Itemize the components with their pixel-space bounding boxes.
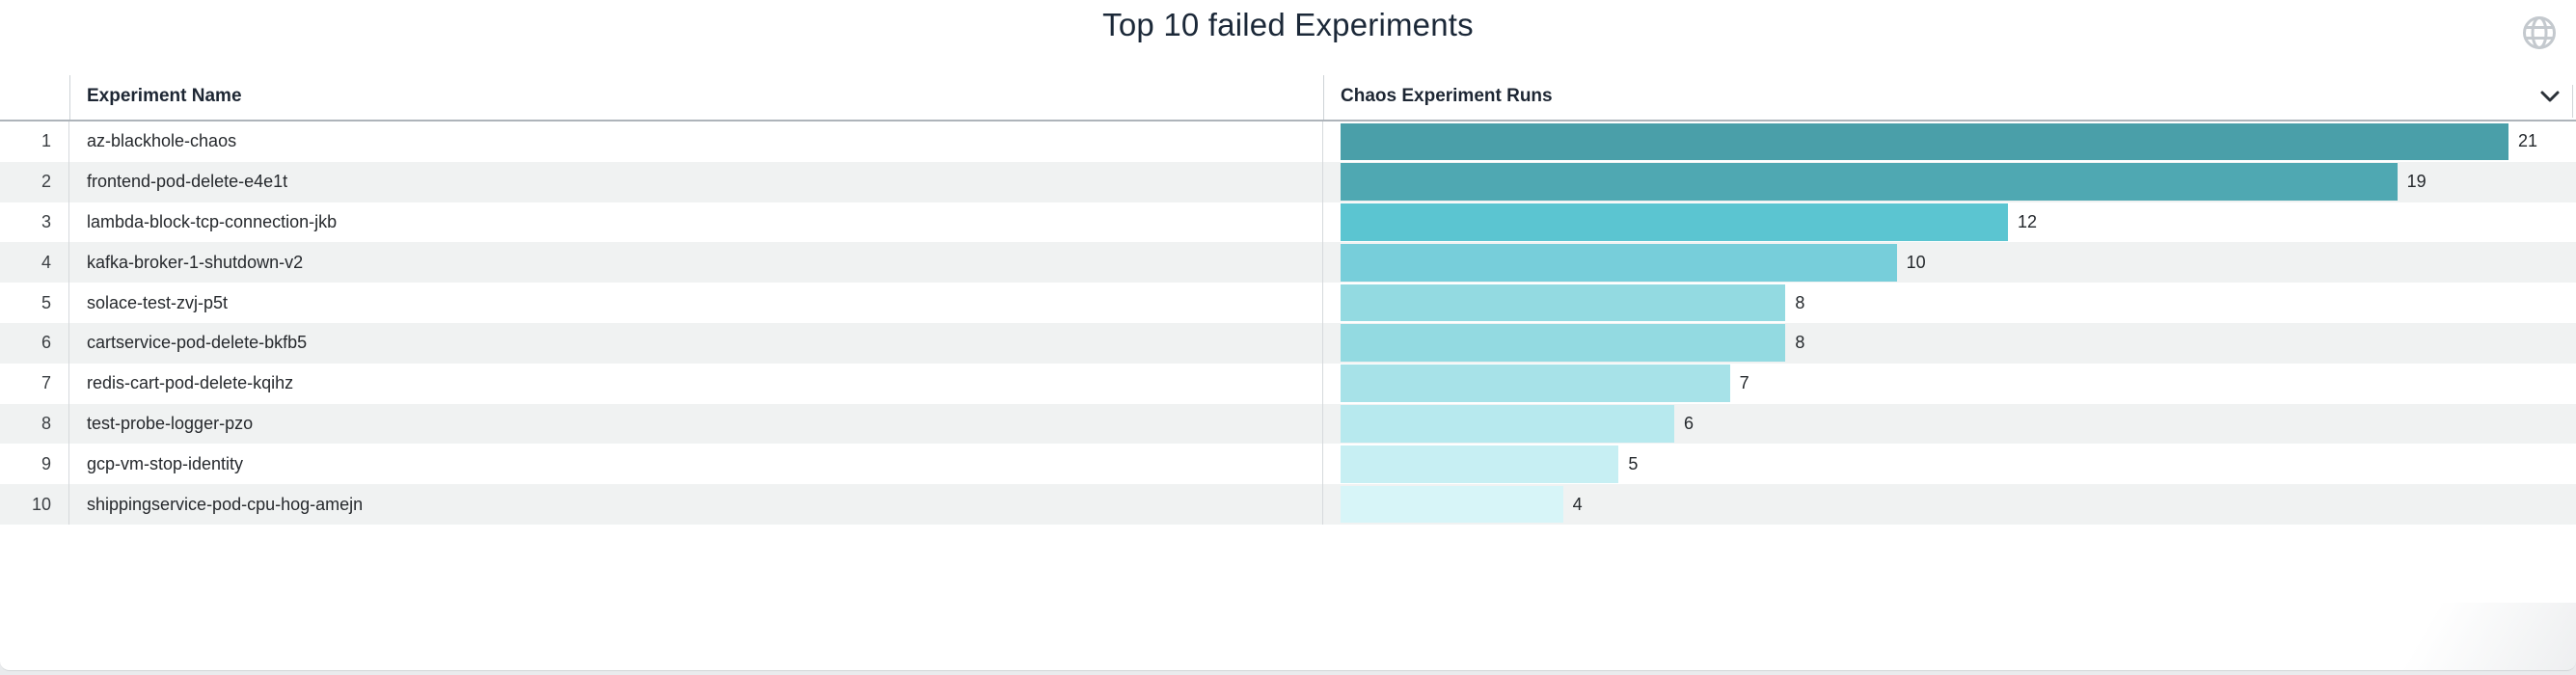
row-rank: 9	[0, 444, 69, 485]
experiment-runs-bar	[1341, 122, 2508, 161]
column-divider	[2572, 85, 2573, 118]
experiment-name: gcp-vm-stop-identity	[69, 444, 1323, 485]
table-row: 3 lambda-block-tcp-connection-jkb 12	[0, 202, 2576, 243]
column-divider	[1323, 75, 1324, 120]
bar-cell: 5	[1323, 444, 2576, 484]
bar-value-label: 5	[1628, 453, 1639, 473]
table-row: 4 kafka-broker-1-shutdown-v2 10	[0, 242, 2576, 284]
row-rank: 8	[0, 403, 69, 445]
bar-value-label: 21	[2518, 131, 2538, 151]
table-row: 2 frontend-pod-delete-e4e1t 19	[0, 161, 2576, 202]
experiment-name: kafka-broker-1-shutdown-v2	[69, 242, 1323, 284]
table-row: 1 az-blackhole-chaos 21	[0, 122, 2576, 162]
row-rank: 2	[0, 161, 69, 202]
experiment-name: test-probe-logger-pzo	[69, 403, 1323, 445]
row-rank: 3	[0, 202, 69, 243]
experiment-name: az-blackhole-chaos	[69, 122, 1323, 162]
bar-value-label: 6	[1684, 413, 1695, 433]
table-row: 9 gcp-vm-stop-identity 5	[0, 444, 2576, 485]
column-header-chaos-experiment-runs[interactable]: Chaos Experiment Runs	[1341, 86, 1553, 106]
page-title: Top 10 failed Experiments	[1102, 7, 1474, 42]
bar-cell: 4	[1323, 484, 2576, 525]
experiment-runs-bar	[1341, 445, 1619, 483]
bar-cell: 10	[1323, 242, 2576, 283]
experiment-runs-bar	[1341, 243, 1897, 282]
experiment-runs-bar	[1341, 203, 2008, 241]
bar-value-label: 12	[2018, 211, 2038, 231]
table-row: 8 test-probe-logger-pzo 6	[0, 403, 2576, 445]
table-row: 6 cartservice-pod-delete-bkfb5 8	[0, 322, 2576, 364]
table-row: 10 shippingservice-pod-cpu-hog-amejn 4	[0, 484, 2576, 525]
bar-value-label: 4	[1572, 494, 1583, 514]
experiment-name: redis-cart-pod-delete-kqihz	[69, 363, 1323, 404]
bar-value-label: 7	[1739, 373, 1749, 393]
experiment-name: lambda-block-tcp-connection-jkb	[69, 202, 1323, 243]
bar-cell: 8	[1323, 283, 2576, 323]
column-header-experiment-name[interactable]: Experiment Name	[87, 86, 242, 106]
bar-cell: 12	[1323, 202, 2576, 243]
table-body: 1 az-blackhole-chaos 21 2 frontend-pod-delet…	[0, 122, 2576, 525]
experiment-name: shippingservice-pod-cpu-hog-amejn	[69, 484, 1323, 525]
row-rank: 5	[0, 283, 69, 323]
row-rank: 7	[0, 363, 69, 404]
globe-icon[interactable]	[2520, 14, 2559, 52]
table-header-row: Experiment Name Chaos Experiment Runs	[0, 73, 2576, 122]
bar-value-label: 8	[1795, 292, 1805, 312]
bar-cell: 6	[1323, 404, 2576, 445]
row-rank: 10	[0, 484, 69, 525]
experiment-name: frontend-pod-delete-e4e1t	[69, 161, 1323, 202]
experiment-runs-bar	[1341, 163, 2398, 202]
row-rank: 1	[0, 122, 69, 162]
bar-value-label: 10	[1906, 252, 1926, 272]
chevron-down-icon[interactable]	[2539, 87, 2561, 106]
experiment-runs-bar	[1341, 284, 1786, 322]
experiment-name: cartservice-pod-delete-bkfb5	[69, 322, 1323, 364]
column-divider	[69, 75, 70, 120]
experiment-runs-bar	[1341, 364, 1730, 403]
bar-value-label: 8	[1795, 333, 1805, 353]
table-row: 5 solace-test-zvj-p5t 8	[0, 283, 2576, 323]
experiment-runs-bar	[1341, 485, 1563, 524]
row-rank: 4	[0, 242, 69, 284]
bar-cell: 19	[1323, 162, 2576, 202]
experiment-runs-bar	[1341, 324, 1786, 363]
row-rank: 6	[0, 322, 69, 364]
experiment-name: solace-test-zvj-p5t	[69, 283, 1323, 323]
panel-corner-shade	[2345, 603, 2576, 670]
experiment-runs-bar	[1341, 405, 1674, 443]
bar-cell: 7	[1323, 364, 2576, 404]
bar-cell: 8	[1323, 323, 2576, 364]
bar-value-label: 19	[2406, 172, 2427, 192]
bar-cell: 21	[1323, 122, 2576, 162]
table-row: 7 redis-cart-pod-delete-kqihz 7	[0, 363, 2576, 404]
